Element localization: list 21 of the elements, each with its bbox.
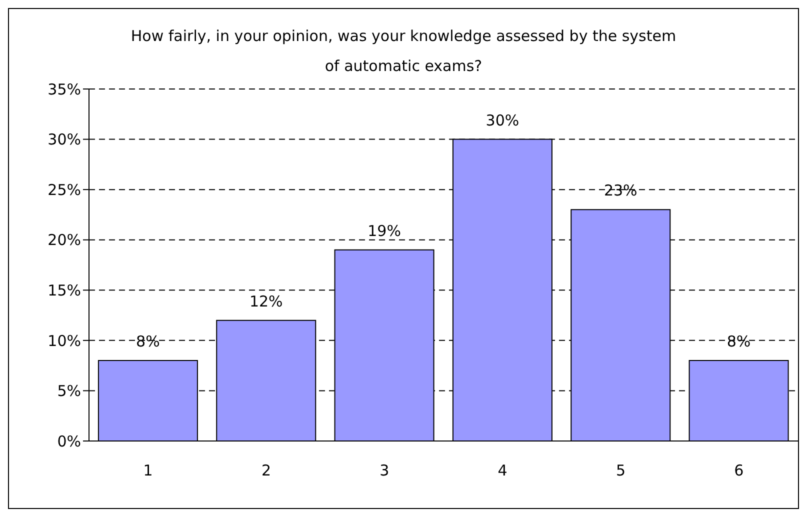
data-label: 30% <box>486 111 520 130</box>
data-label: 8% <box>136 332 160 351</box>
y-tick-label: 10% <box>48 332 81 350</box>
y-tick-label: 0% <box>57 432 81 450</box>
data-label: 19% <box>368 222 401 240</box>
x-tick-label: 2 <box>261 462 272 480</box>
data-label: 8% <box>726 332 751 351</box>
y-tick-label: 20% <box>48 231 81 250</box>
y-tick-label: 35% <box>48 80 81 98</box>
x-tick-label: 1 <box>143 462 153 480</box>
x-tick-label: 6 <box>734 462 744 480</box>
y-tick-label: 15% <box>48 281 81 300</box>
x-tick-label: 5 <box>616 462 626 480</box>
x-tick-label: 3 <box>380 462 390 480</box>
data-label: 23% <box>604 182 638 200</box>
y-tick-label: 25% <box>48 180 81 199</box>
y-tick-label: 5% <box>57 382 81 400</box>
y-tick-label: 30% <box>48 130 81 149</box>
data-label: 12% <box>249 292 283 310</box>
chart-title: How fairly, in your opinion, was your knowledge assessed by the system of automatic exams? <box>130 26 678 77</box>
x-tick-label: 4 <box>498 462 508 480</box>
